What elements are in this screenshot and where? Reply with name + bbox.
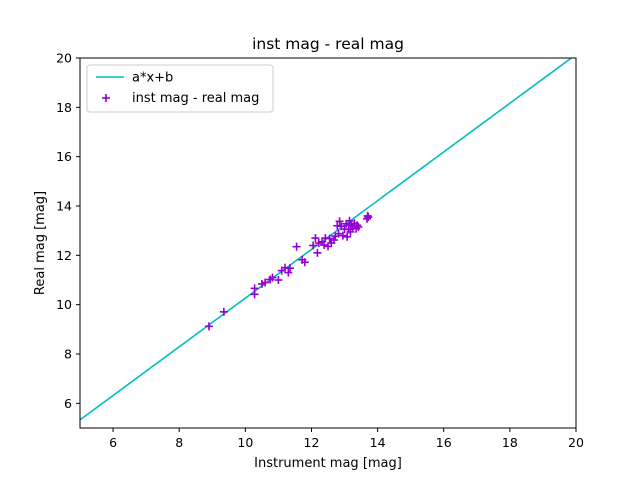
scatter-point xyxy=(325,234,334,243)
y-tick-label: 16 xyxy=(56,149,72,164)
scatter-point xyxy=(343,232,352,241)
scatter-point xyxy=(353,221,362,230)
y-tick-label: 18 xyxy=(56,100,72,115)
scatter-point xyxy=(329,236,338,245)
scatter-point xyxy=(204,322,213,331)
legend-fit-line-label: a*x+b xyxy=(132,71,173,86)
y-tick-label: 12 xyxy=(56,248,72,263)
scatter-point xyxy=(268,273,277,282)
legend-scatter-label: inst mag - real mag xyxy=(132,91,259,106)
x-axis: 6 8 10 12 14 16 18 20 xyxy=(109,428,584,450)
scatter-point xyxy=(261,278,270,287)
scatter-point xyxy=(335,217,344,226)
y-tick-label: 6 xyxy=(64,396,72,411)
scatter-point xyxy=(364,213,373,222)
scatter-point xyxy=(334,229,343,238)
y-tick-label: 14 xyxy=(56,199,72,214)
chart-title: inst mag - real mag xyxy=(252,35,404,53)
x-tick-label: 10 xyxy=(237,435,253,450)
scatter-point xyxy=(285,264,294,273)
scatter-point xyxy=(313,248,322,257)
y-tick-label: 20 xyxy=(56,51,72,66)
scatter-point xyxy=(292,242,301,251)
fit-line-layer xyxy=(80,58,573,421)
y-axis-title: Real mag [mag] xyxy=(33,191,48,295)
scatter-point xyxy=(219,307,228,316)
x-tick-label: 12 xyxy=(304,435,320,450)
scatter-point xyxy=(250,284,259,293)
scatter-point xyxy=(354,222,363,231)
scatter-point xyxy=(284,268,293,277)
x-tick-label: 6 xyxy=(109,435,117,450)
legend-box xyxy=(86,64,274,113)
scatter-point xyxy=(345,216,354,225)
y-axis: 6 8 10 12 14 16 18 20 xyxy=(56,51,80,411)
legend-marker-plus xyxy=(102,94,110,102)
scatter-point xyxy=(311,234,320,243)
x-tick-label: 20 xyxy=(568,435,584,450)
plot-frame xyxy=(79,57,577,429)
x-tick-label: 8 xyxy=(175,435,183,450)
scatter-point xyxy=(274,276,283,284)
x-tick-label: 14 xyxy=(370,435,386,450)
scatter-point xyxy=(300,258,309,267)
x-tick-label: 16 xyxy=(436,435,452,450)
y-tick-label: 8 xyxy=(64,347,72,362)
scatter-points xyxy=(204,211,373,331)
scatter-point xyxy=(338,231,347,240)
x-tick-label: 18 xyxy=(502,435,518,450)
x-axis-title: Instrument mag [mag] xyxy=(254,456,402,471)
scatter-point xyxy=(309,241,318,250)
scatter-point xyxy=(320,240,329,249)
legend-scatter-marker xyxy=(102,94,110,102)
legend: a*x+b inst mag - real mag xyxy=(86,64,274,113)
y-tick-label: 10 xyxy=(56,297,72,312)
fit-line xyxy=(80,58,573,421)
